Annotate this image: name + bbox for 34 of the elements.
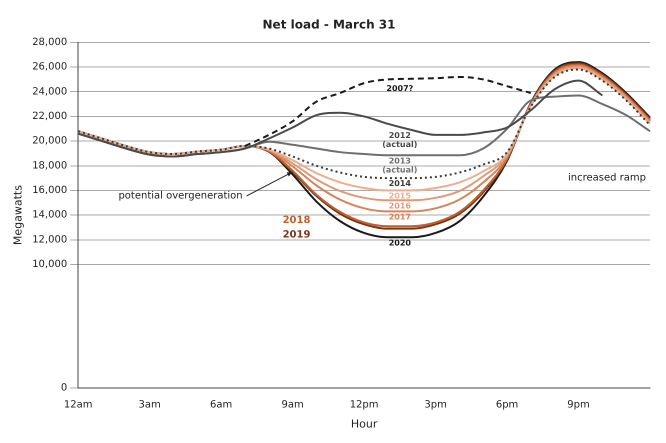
series-label: 2018 bbox=[282, 214, 310, 226]
text: 2019 bbox=[282, 229, 310, 240]
annotation: increased ramp bbox=[568, 172, 646, 184]
series-label: 2012 (actual) bbox=[382, 131, 418, 150]
series-label: 2020 bbox=[388, 238, 412, 248]
x-tick-label: 9pm bbox=[567, 399, 590, 410]
y-tick-label: 20,000 bbox=[32, 136, 68, 147]
y-tick-label: 16,000 bbox=[32, 185, 68, 196]
series-label: 2007? bbox=[386, 84, 414, 94]
y-tick-label: 10,000 bbox=[32, 259, 68, 270]
x-axis-title: Hour bbox=[350, 417, 378, 430]
y-tick-label: 14,000 bbox=[32, 210, 68, 221]
chart-title: Net load - March 31 bbox=[262, 17, 396, 32]
series-label: 2013 (actual) bbox=[382, 156, 418, 174]
y-tick-label: 12,000 bbox=[32, 234, 68, 246]
series-label: 2017 bbox=[388, 212, 411, 222]
y-tick-label: 28,000 bbox=[32, 36, 68, 48]
y-axis-title: Megawatts bbox=[11, 184, 24, 246]
annotation: potential overgeneration bbox=[118, 190, 243, 202]
y-tick-label: 24,000 bbox=[32, 86, 68, 98]
series-label: 2014 bbox=[388, 179, 412, 188]
x-tick-label: 6am bbox=[210, 399, 232, 410]
x-tick-label: 12am bbox=[64, 399, 92, 410]
series-label: 2015 bbox=[388, 192, 412, 201]
x-tick-label: 9am bbox=[282, 399, 304, 410]
x-tick-label: 3am bbox=[138, 399, 161, 410]
y-tick-label: 26,000 bbox=[32, 62, 68, 73]
y-tick-label: 0 bbox=[60, 382, 68, 394]
y-tick-label: 22,000 bbox=[32, 111, 68, 122]
series-label: 2016 bbox=[388, 201, 412, 210]
x-tick-label: 3pm bbox=[424, 399, 447, 410]
y-tick-label: 18,000 bbox=[32, 160, 68, 172]
x-tick-label: 12pm bbox=[350, 399, 379, 410]
x-tick-label: 6pm bbox=[496, 399, 518, 410]
